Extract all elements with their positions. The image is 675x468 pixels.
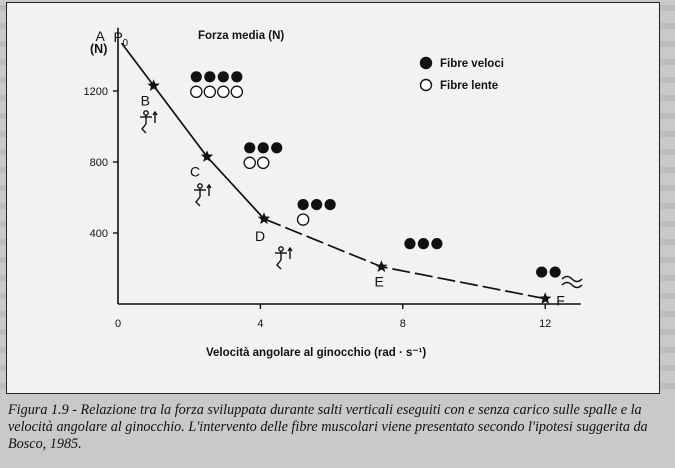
x-axis-label: Velocità angolare al ginocchio (rad · s⁻… [206, 347, 426, 359]
fast-fiber-marker [404, 238, 416, 250]
point-label: B [141, 93, 150, 109]
wave-sketch-f [561, 275, 583, 289]
data-point-star [539, 292, 552, 304]
fast-fiber-marker [536, 266, 548, 278]
point-subscript: 0 [123, 38, 129, 49]
data-point-star [147, 79, 160, 91]
figure-box [6, 2, 660, 394]
point-label: F [556, 293, 565, 309]
curve-dashed-segment [263, 218, 546, 300]
slow-fiber-marker [243, 156, 256, 170]
fast-fiber-marker [311, 199, 323, 211]
caption-text: Figura 1.9 - Relazione tra la forza svil… [8, 402, 648, 452]
fast-fiber-marker [549, 266, 561, 278]
x-tick-label: 12 [539, 318, 551, 330]
chart-title: Forza media (N) [198, 30, 284, 42]
x-tick-label: 8 [400, 318, 406, 330]
slow-fiber-marker [190, 85, 203, 99]
legend-symbol [419, 78, 433, 92]
legend-label: Fibre veloci [440, 58, 504, 70]
point-label: A [96, 28, 106, 44]
fast-fiber-marker [217, 71, 229, 83]
x-tick-label: 0 [115, 318, 121, 330]
legend-symbol [419, 56, 433, 70]
jumper-sketch-d [275, 246, 293, 270]
y-tick-label: 800 [90, 157, 108, 169]
force-velocity-chart: 0 4 8 12 400 800 1200 Forza media (N) (N) Velocit… [84, 27, 583, 359]
slow-fiber-marker [230, 85, 244, 99]
point-label: D [255, 228, 265, 244]
data-point-star [375, 260, 388, 272]
figure-caption: Figura 1.9 - Relazione tra la forza svil… [8, 402, 663, 453]
fast-fiber-marker [324, 199, 336, 211]
jumper-sketch-b [140, 110, 158, 134]
fast-fiber-marker [271, 142, 283, 154]
x-tick-label: 4 [257, 318, 263, 330]
curve-solid-segment [120, 42, 265, 220]
slow-fiber-marker [256, 156, 270, 170]
slow-fiber-marker [203, 85, 217, 99]
fast-fiber-marker [244, 142, 256, 154]
fast-fiber-marker [297, 199, 309, 211]
fast-fiber-marker [190, 71, 202, 83]
fast-fiber-marker [231, 71, 243, 83]
legend-label: Fibre lente [440, 80, 498, 92]
slow-fiber-marker [217, 85, 230, 99]
fast-fiber-marker [417, 238, 430, 250]
y-tick-label: 400 [90, 228, 108, 240]
point-label: C [190, 164, 200, 180]
slow-fiber-marker [296, 213, 310, 226]
point-label: E [374, 274, 383, 290]
data-point-star [257, 212, 271, 225]
fast-fiber-marker [257, 142, 269, 154]
jumper-sketch-c [194, 183, 212, 207]
y-axis-label: (N) [90, 42, 107, 56]
fast-fiber-marker [431, 238, 443, 250]
y-tick-label: 1200 [84, 86, 108, 98]
point-sublabel: P [114, 29, 123, 45]
data-point-star [200, 150, 214, 162]
fast-fiber-marker [204, 71, 216, 83]
